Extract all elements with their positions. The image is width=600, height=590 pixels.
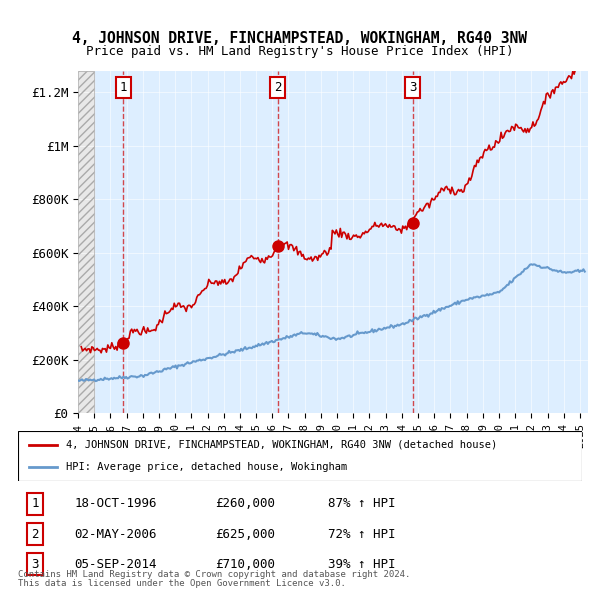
Text: 05-SEP-2014: 05-SEP-2014: [74, 558, 157, 571]
Text: 02-MAY-2006: 02-MAY-2006: [74, 527, 157, 540]
Text: 1: 1: [119, 81, 127, 94]
Text: £260,000: £260,000: [215, 497, 275, 510]
Text: 3: 3: [409, 81, 416, 94]
Text: 1: 1: [31, 497, 38, 510]
Text: 2: 2: [274, 81, 281, 94]
Text: 4, JOHNSON DRIVE, FINCHAMPSTEAD, WOKINGHAM, RG40 3NW: 4, JOHNSON DRIVE, FINCHAMPSTEAD, WOKINGH…: [73, 31, 527, 46]
Text: 87% ↑ HPI: 87% ↑ HPI: [328, 497, 396, 510]
Text: Contains HM Land Registry data © Crown copyright and database right 2024.: Contains HM Land Registry data © Crown c…: [18, 571, 410, 579]
Bar: [78, 71, 94, 413]
FancyBboxPatch shape: [18, 431, 582, 481]
Text: 72% ↑ HPI: 72% ↑ HPI: [328, 527, 396, 540]
Text: £625,000: £625,000: [215, 527, 275, 540]
Text: Price paid vs. HM Land Registry's House Price Index (HPI): Price paid vs. HM Land Registry's House …: [86, 45, 514, 58]
Text: This data is licensed under the Open Government Licence v3.0.: This data is licensed under the Open Gov…: [18, 579, 346, 588]
Text: 18-OCT-1996: 18-OCT-1996: [74, 497, 157, 510]
Text: 3: 3: [31, 558, 38, 571]
Text: £710,000: £710,000: [215, 558, 275, 571]
Text: 39% ↑ HPI: 39% ↑ HPI: [328, 558, 396, 571]
Text: 2: 2: [31, 527, 38, 540]
Text: 4, JOHNSON DRIVE, FINCHAMPSTEAD, WOKINGHAM, RG40 3NW (detached house): 4, JOHNSON DRIVE, FINCHAMPSTEAD, WOKINGH…: [66, 440, 497, 450]
Bar: [78, 71, 94, 413]
Text: HPI: Average price, detached house, Wokingham: HPI: Average price, detached house, Woki…: [66, 462, 347, 472]
